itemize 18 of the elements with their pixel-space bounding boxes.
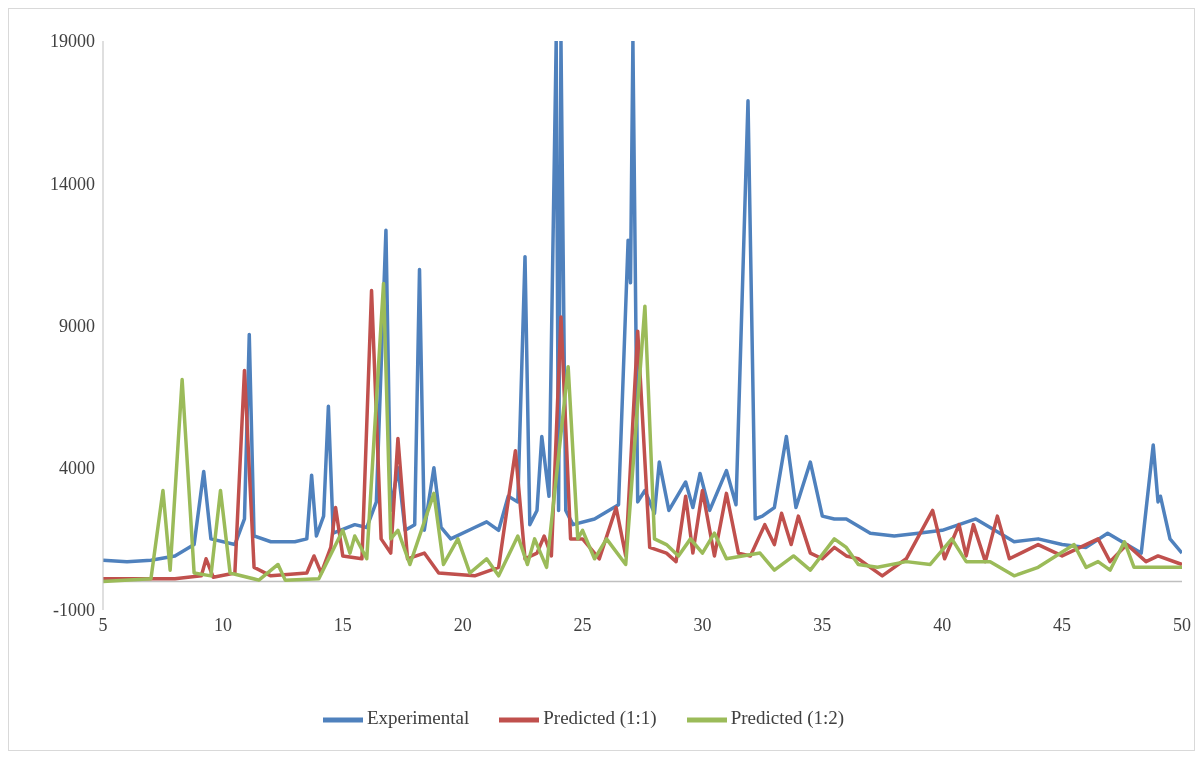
y-tick-label: 4000 — [59, 458, 95, 479]
x-tick-label: 35 — [813, 614, 832, 635]
legend-label: Predicted (1:2) — [730, 707, 845, 729]
x-tick-label: 5 — [98, 614, 108, 635]
y-tick-label: 14000 — [50, 173, 95, 194]
x-tick-label: 40 — [933, 614, 952, 635]
x-tick-label: 30 — [693, 614, 712, 635]
x-tick-label: 25 — [573, 614, 592, 635]
y-tick-label: -1000 — [53, 600, 95, 621]
x-tick-label: 10 — [213, 614, 232, 635]
x-tick-label: 20 — [453, 614, 472, 635]
x-tick-label: 15 — [333, 614, 352, 635]
legend-label: Experimental — [366, 707, 470, 729]
y-tick-label: 19000 — [50, 31, 95, 52]
x-tick-label: 50 — [1173, 614, 1191, 635]
legend-label: Predicted (1:1) — [543, 707, 657, 729]
y-tick-label: 9000 — [59, 315, 95, 336]
x-tick-label: 45 — [1053, 614, 1072, 635]
